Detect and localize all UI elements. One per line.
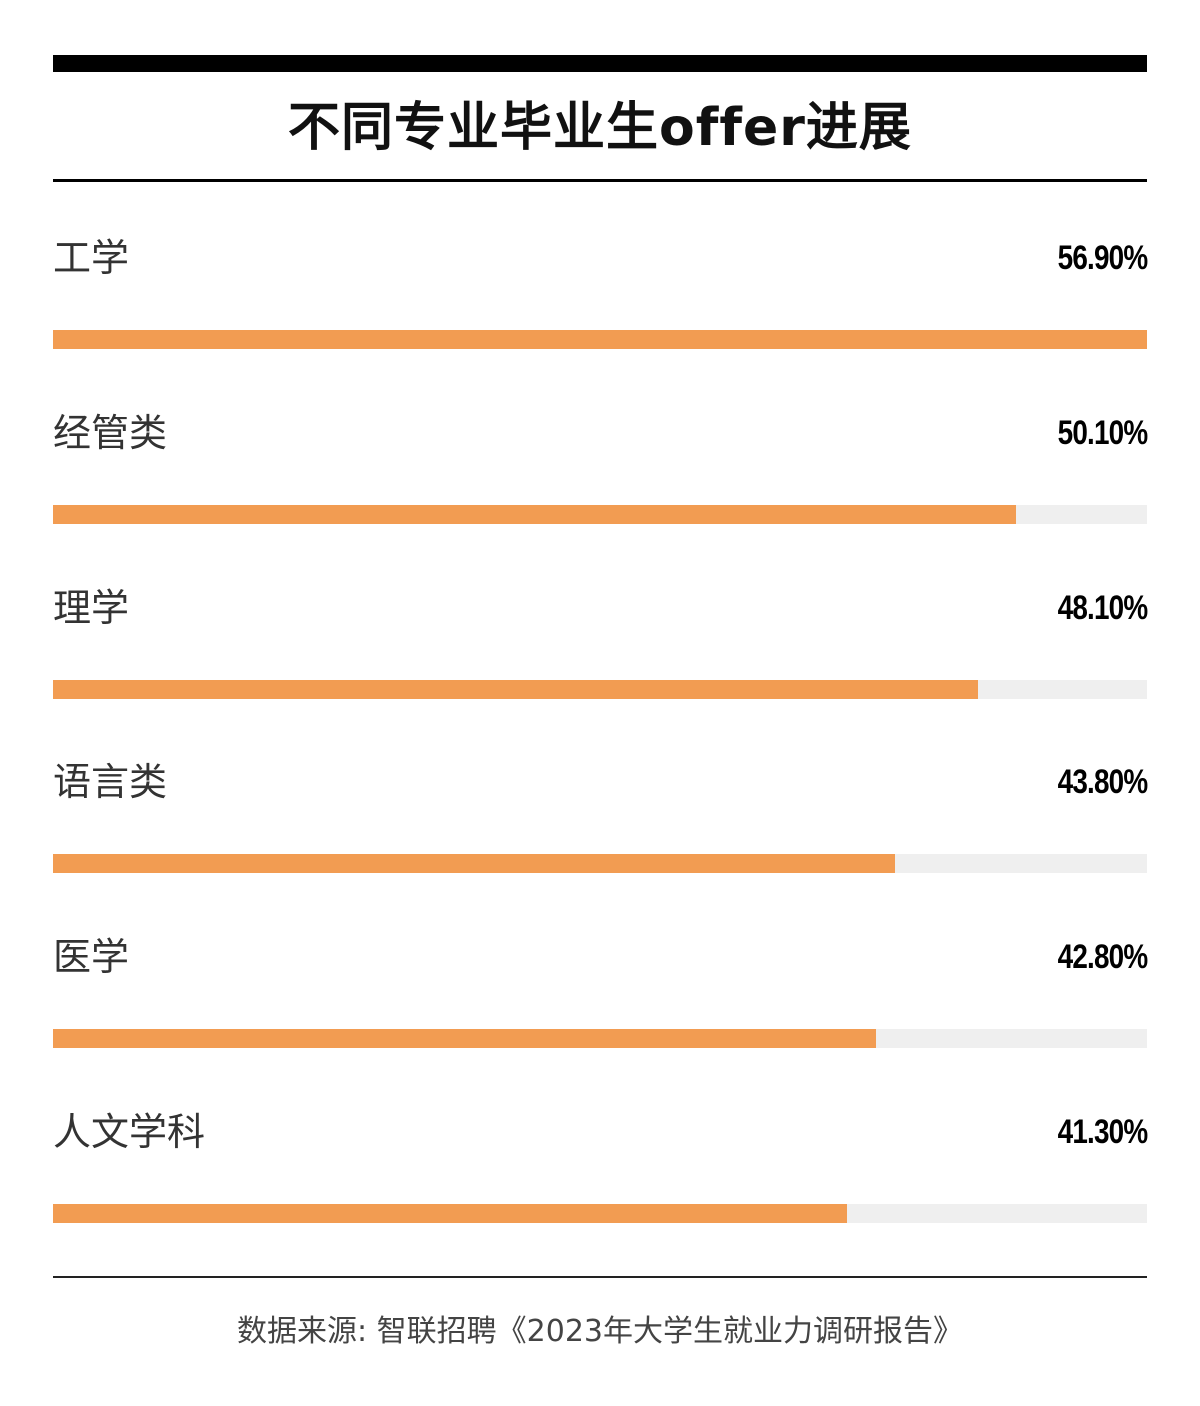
bar-row: 医学 42.80% xyxy=(53,927,1148,1057)
bar xyxy=(53,330,1147,349)
bottom-divider xyxy=(53,1276,1147,1278)
value-label: 42.80% xyxy=(1057,938,1147,977)
bar xyxy=(53,854,895,874)
chart-title: 不同专业毕业生offer进展 xyxy=(288,98,912,158)
value-label: 56.90% xyxy=(1057,239,1147,277)
category-label: 医学 xyxy=(53,935,130,980)
value-label: 50.10% xyxy=(1057,413,1147,452)
category-label: 工学 xyxy=(53,236,130,280)
top-rule xyxy=(53,55,1147,72)
bar-track xyxy=(53,330,1147,349)
bar-row: 语言类 43.80% xyxy=(53,752,1148,882)
bar-track xyxy=(53,679,1147,699)
bar-row: 理学 48.10% xyxy=(53,578,1148,708)
bar-track xyxy=(53,854,1147,874)
value-label: 43.80% xyxy=(1057,763,1147,802)
category-label: 人文学科 xyxy=(53,1110,206,1154)
bar-track xyxy=(53,1204,1147,1223)
bar-row: 人文学科 41.30% xyxy=(53,1102,1148,1232)
bar xyxy=(53,679,978,699)
data-source-note: 数据来源: 智联招聘《2023年大学生就业力调研报告》 xyxy=(237,1314,963,1349)
bar-row: 工学 56.90% xyxy=(53,228,1148,358)
bar-track xyxy=(53,504,1147,524)
bar xyxy=(53,1204,847,1223)
category-label: 语言类 xyxy=(53,760,168,805)
bar xyxy=(53,1029,876,1049)
title-divider xyxy=(53,179,1147,182)
bar xyxy=(53,504,1016,524)
category-label: 经管类 xyxy=(53,410,168,455)
category-label: 理学 xyxy=(53,585,130,630)
value-label: 48.10% xyxy=(1057,588,1147,627)
value-label: 41.30% xyxy=(1057,1113,1147,1151)
bar-track xyxy=(53,1029,1147,1049)
bar-row: 经管类 50.10% xyxy=(53,403,1148,533)
